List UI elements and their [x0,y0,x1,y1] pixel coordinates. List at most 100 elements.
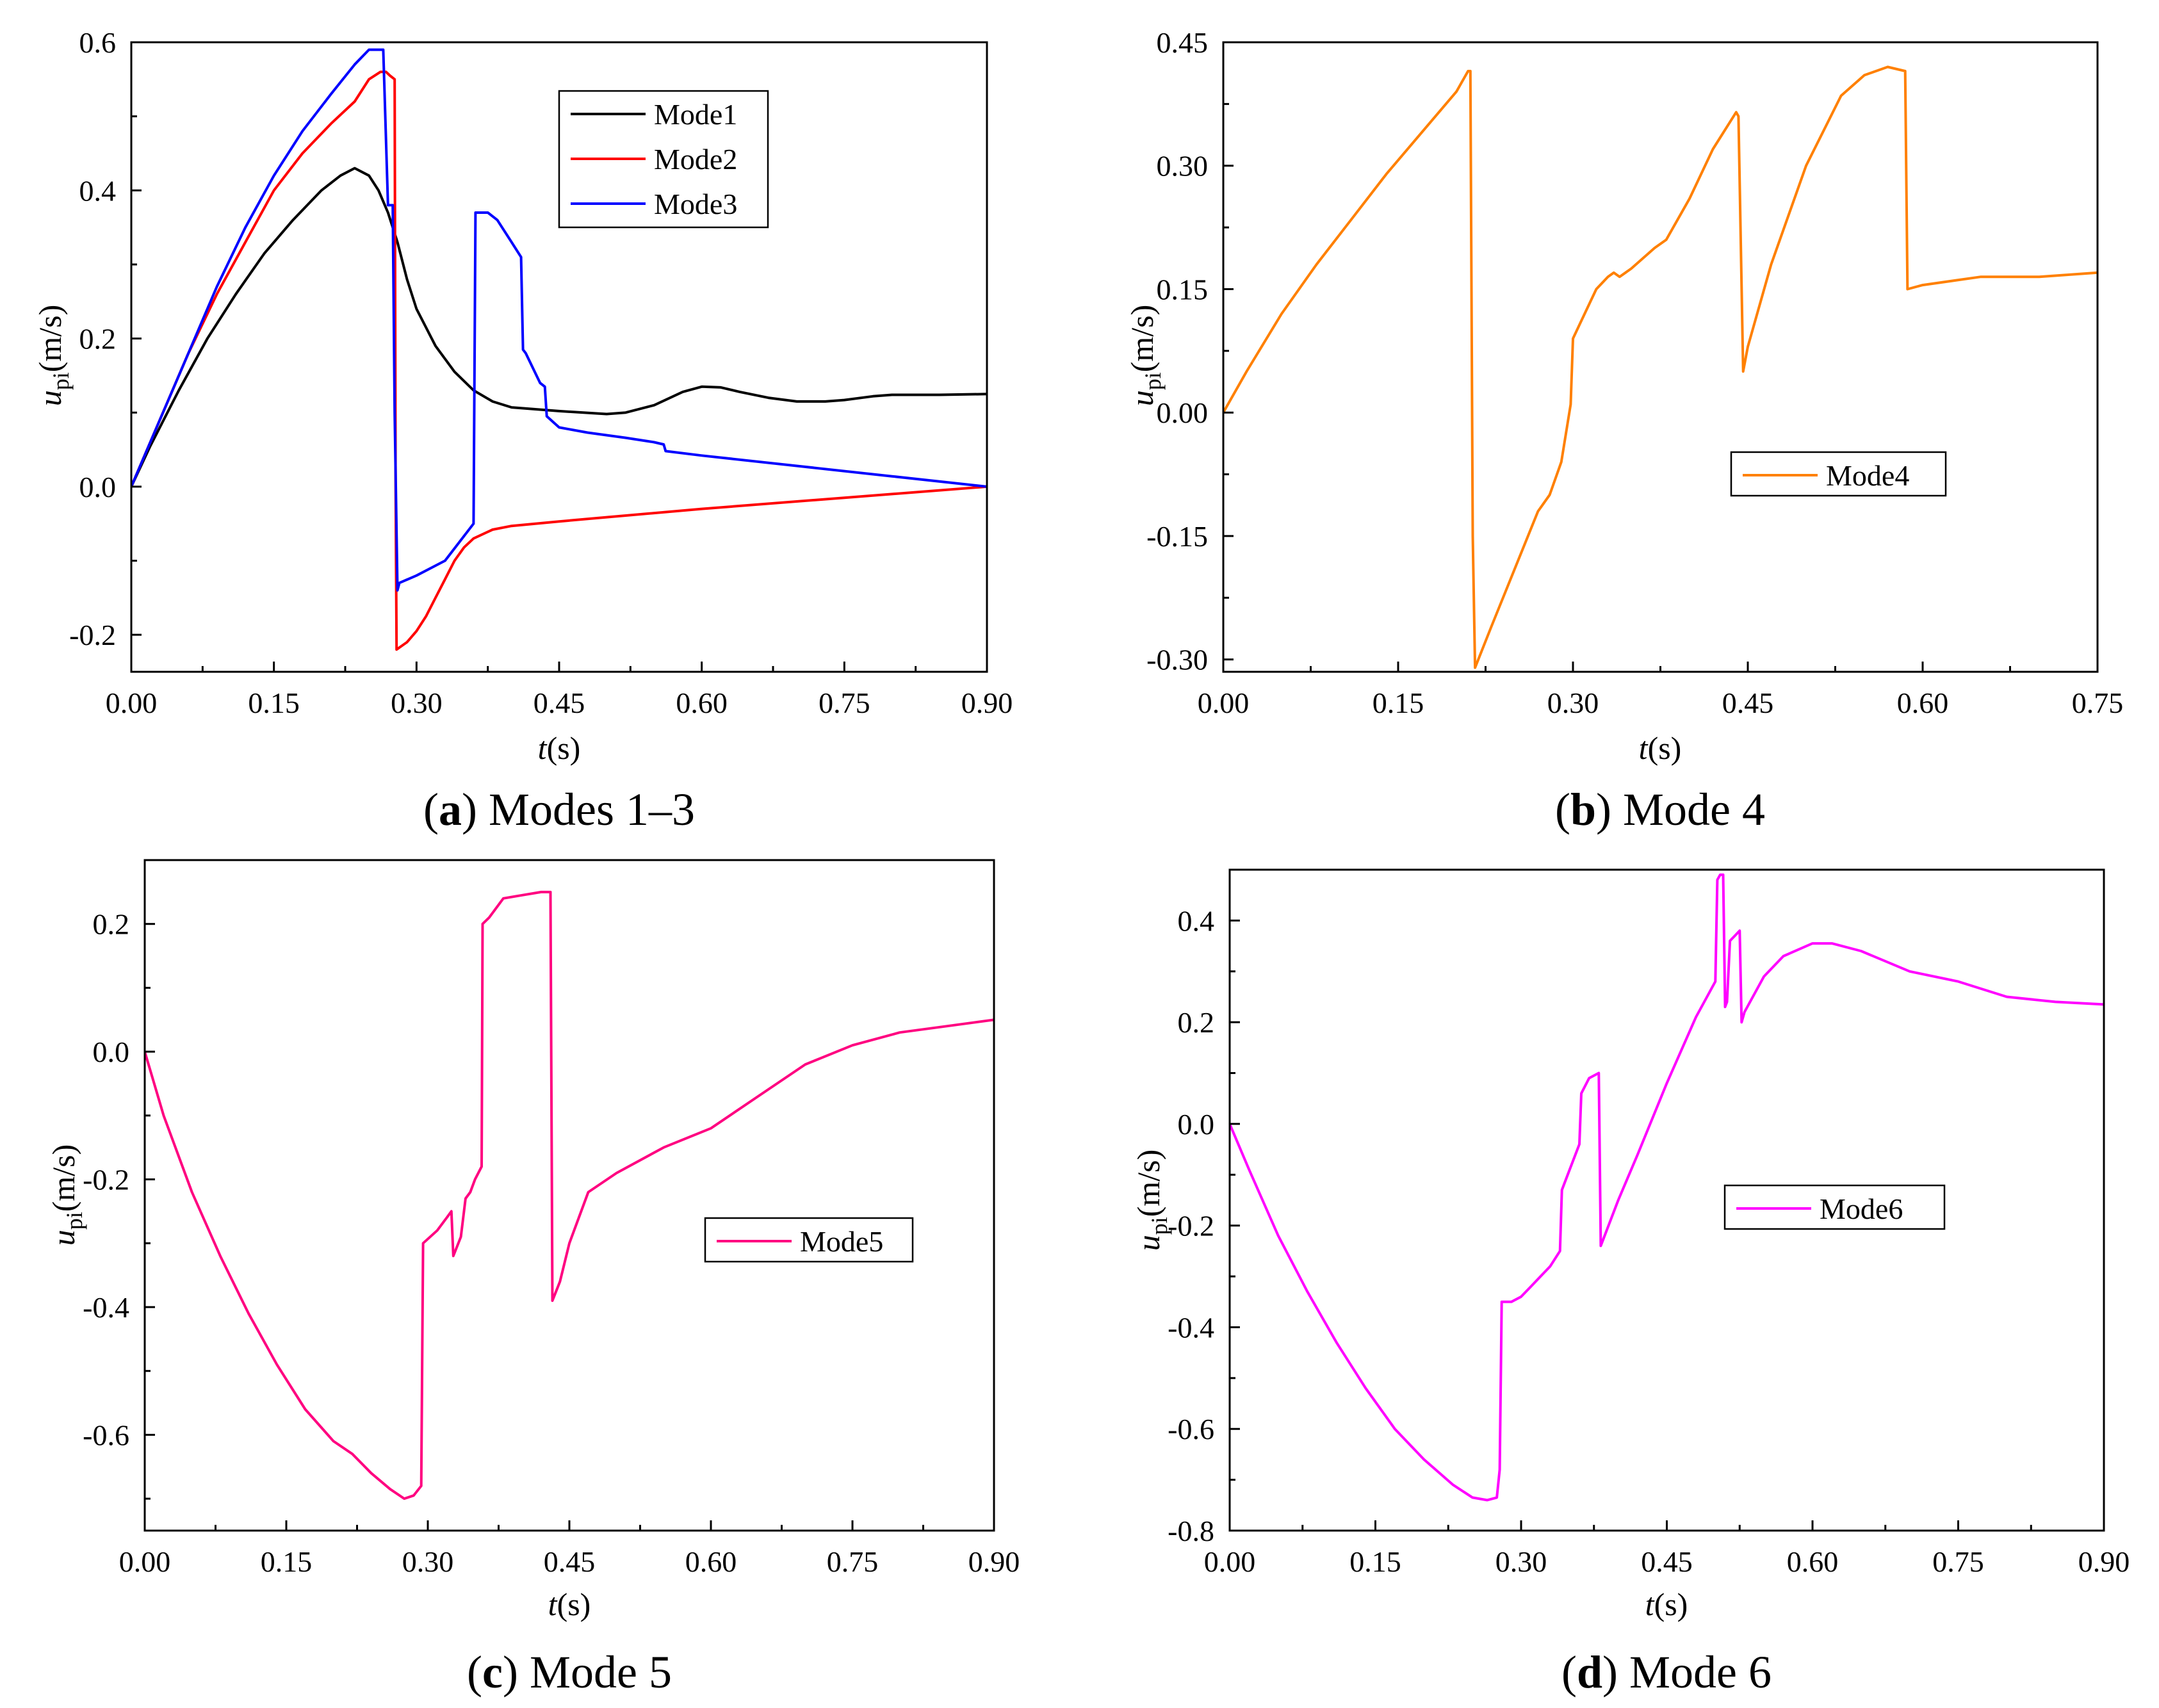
caption-letter: d [1577,1647,1602,1698]
caption-paren-close: ) [462,784,477,835]
x-tick-label: 0.60 [1897,687,1949,719]
caption-letter: a [439,784,462,835]
y-tick-label: 0.0 [1178,1108,1215,1141]
x-tick-label: 0.45 [1722,687,1774,719]
x-tick-label: 0.90 [961,687,1013,719]
y-axis-label-var: u [1130,1235,1166,1251]
caption-paren-open: ( [423,784,439,835]
legend-entry-mode4: Mode4 [1826,459,1909,492]
y-axis-label-unit: (m/s) [1130,1150,1166,1217]
plot-frame [143,859,995,1532]
x-tick-label: 0.75 [2072,687,2124,719]
x-axis-label-var: t [538,730,548,766]
x-tick-label: 0.00 [106,687,158,719]
legend-entry-mode2: Mode2 [654,143,737,175]
x-tick-label: 0.90 [2078,1545,2130,1578]
x-tick-label: 0.60 [676,687,728,719]
y-tick-label: -0.4 [83,1291,129,1324]
x-tick-label: 0.30 [1547,687,1599,719]
caption-letter: c [482,1647,503,1698]
x-axis-label-unit: (s) [1648,730,1682,766]
x-axis-label-var: t [548,1586,558,1622]
caption-paren-open: ( [467,1647,482,1698]
caption-letter: b [1570,784,1596,835]
x-axis-label-var: t [1639,730,1649,766]
y-tick-label: -0.6 [83,1419,129,1451]
y-tick-label: 0.0 [79,471,117,503]
x-tick-label: 0.00 [119,1545,171,1578]
caption-paren-close: ) [1602,1647,1618,1698]
y-axis-label-var: u [1124,390,1160,406]
y-tick-label: 0.2 [79,323,117,355]
caption-text: Modes 1–3 [477,784,695,835]
y-tick-label: -0.2 [1168,1210,1214,1242]
panel-a: 0.00 0.15 0.30 0.45 0.60 0.75 0.90 -0.2 0.0 0.2 0.… [32,26,1013,835]
y-axis-label-unit: (m/s) [45,1144,81,1212]
y-axis-label-unit: (m/s) [1124,305,1160,373]
y-axis-label: upi(m/s) [45,1144,87,1246]
y-tick-label: -0.4 [1168,1311,1214,1344]
panel-d: 0.00 0.15 0.30 0.45 0.60 0.75 0.90 -0.8 -0.6 -0.4… [1130,868,2130,1698]
x-tick-label: 0.15 [1373,687,1424,719]
caption-paren-open: ( [1561,1647,1577,1698]
x-tick-label: 0.00 [1204,1545,1256,1578]
x-axis-label-var: t [1645,1586,1655,1622]
x-tick-label: 0.15 [261,1545,313,1578]
legend-entry-mode3: Mode3 [654,188,737,220]
x-tick-label: 0.75 [1932,1545,1984,1578]
y-tick-label: 0.45 [1157,26,1209,59]
y-axis-label-subscript: pi [48,372,74,390]
y-tick-label: -0.2 [69,619,116,651]
x-tick-label: 0.45 [544,1545,596,1578]
y-axis-label-unit: (m/s) [32,305,68,373]
y-tick-label: 0.0 [93,1036,130,1068]
caption-paren-close: ) [503,1647,518,1698]
y-axis-label: upi(m/s) [32,305,74,407]
x-axis-label-unit: (s) [547,730,581,766]
y-tick-label: 0.2 [93,908,130,941]
y-axis-label-subscript: pi [1146,1217,1172,1235]
y-axis-label: upi(m/s) [1130,1150,1172,1251]
panel-caption: (c) Mode 5 [467,1647,672,1698]
legend-entry-mode1: Mode1 [654,98,737,131]
y-axis-label-subscript: pi [1140,372,1166,390]
y-tick-label: -0.15 [1146,520,1208,553]
y-axis-label-var: u [32,390,68,406]
y-tick-label: 0.6 [79,26,117,59]
x-tick-label: 0.60 [1787,1545,1839,1578]
y-tick-label: -0.30 [1146,644,1208,676]
y-axis-label-var: u [45,1230,81,1246]
panel-caption: (d) Mode 6 [1561,1647,1772,1698]
x-tick-label: 0.75 [827,1545,879,1578]
x-tick-label: 0.30 [391,687,443,719]
y-tick-label: 0.15 [1157,273,1209,305]
x-tick-label: 0.45 [1641,1545,1693,1578]
y-tick-label: 0.30 [1157,150,1209,183]
series-line-mode6 [1230,873,2104,1502]
x-axis-label: t(s) [1639,730,1682,766]
caption-text: Mode 6 [1618,1647,1772,1698]
caption-paren-close: ) [1596,784,1611,835]
x-tick-label: 0.00 [1198,687,1250,719]
x-tick-label: 0.30 [1495,1545,1547,1578]
caption-text: Mode 4 [1611,784,1765,835]
x-tick-label: 0.30 [402,1545,454,1578]
series-line-mode3 [131,48,987,592]
y-tick-label: -0.6 [1168,1413,1214,1445]
plot-frame [1222,41,2099,673]
legend-entry-mode6: Mode6 [1820,1192,1903,1225]
y-axis-label-subscript: pi [61,1212,87,1230]
panel-caption: (b) Mode 4 [1555,784,1765,835]
x-tick-label: 0.90 [968,1545,1020,1578]
caption-text: Mode 5 [518,1647,672,1698]
y-tick-label: 0.4 [79,174,117,207]
x-axis-label-unit: (s) [1654,1586,1688,1622]
x-tick-label: 0.45 [534,687,585,719]
x-axis-label: t(s) [538,730,581,766]
y-tick-label: -0.8 [1168,1515,1214,1547]
legend-entry-mode5: Mode5 [800,1225,883,1258]
x-axis-label: t(s) [1645,1586,1688,1622]
y-tick-label: -0.2 [83,1164,129,1196]
x-tick-label: 0.15 [1349,1545,1401,1578]
